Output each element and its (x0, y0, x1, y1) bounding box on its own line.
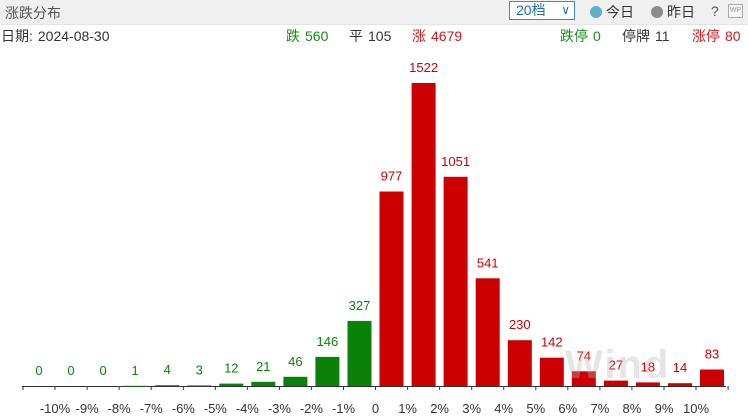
x-tick-label: 0 (372, 401, 379, 416)
chevron-down-icon: ∨ (561, 3, 570, 17)
fall-count: 跌 560 (286, 26, 328, 46)
rise-count: 涨 4679 (412, 26, 462, 46)
bar (379, 191, 404, 386)
x-tick-label: 1% (398, 401, 417, 416)
bar (668, 383, 692, 386)
data-label: 977 (381, 169, 403, 184)
limit-up-label: 涨停 (692, 28, 720, 44)
radio-today-label: 今日 (606, 4, 634, 20)
data-label: 541 (477, 255, 499, 270)
x-tick-label: -1% (332, 401, 356, 416)
limit-down-label: 跌停 (560, 28, 588, 44)
bar (123, 385, 148, 387)
radio-dot-icon (590, 6, 602, 18)
panel-title: 涨跌分布 (5, 5, 61, 21)
bar (507, 340, 532, 386)
x-tick-label: 8% (623, 401, 642, 416)
x-tick-label: 7% (591, 401, 610, 416)
data-label: 83 (705, 347, 719, 362)
rise-value: 4679 (431, 28, 463, 44)
x-tick-label: -9% (76, 401, 100, 416)
suspended-count: 停牌 11 (622, 26, 670, 46)
range-select[interactable]: 20档 ∨ (509, 1, 575, 20)
x-tick-label: 10% (683, 401, 709, 416)
limit-up-count: 涨停 80 (692, 26, 741, 46)
radio-yesterday-label: 昨日 (667, 4, 695, 20)
data-label: 12 (224, 361, 238, 376)
bar (700, 369, 724, 386)
bar (411, 83, 436, 386)
range-select-value: 20档 (516, 2, 546, 18)
bar (283, 376, 308, 386)
bar (571, 371, 596, 386)
data-label: 18 (641, 359, 655, 374)
limit-down-value: 0 (593, 28, 601, 44)
x-tick-label: -6% (172, 401, 196, 416)
title-bar (0, 0, 748, 25)
data-label: 230 (509, 317, 531, 332)
data-label: 327 (349, 298, 371, 313)
flat-value: 105 (368, 28, 392, 44)
x-tick-label: 3% (462, 401, 481, 416)
rise-label: 涨 (412, 28, 426, 44)
data-label: 27 (609, 358, 623, 373)
bar (443, 176, 468, 386)
bar (155, 385, 180, 386)
x-tick-label: -8% (108, 401, 132, 416)
bar (251, 381, 276, 386)
x-tick-label: 5% (526, 401, 545, 416)
radio-dot-icon (651, 6, 663, 18)
data-label: 146 (317, 334, 339, 349)
x-tick-label: 2% (430, 401, 449, 416)
data-label: 0 (35, 363, 42, 378)
radio-today[interactable]: 今日 (590, 3, 634, 21)
fall-value: 560 (305, 28, 329, 44)
x-tick-label: -3% (268, 401, 292, 416)
data-label: 74 (577, 348, 591, 363)
data-label: 3 (196, 362, 203, 377)
bar (603, 380, 628, 386)
x-tick-label: 6% (558, 401, 577, 416)
bar (315, 356, 340, 386)
fall-label: 跌 (286, 28, 300, 44)
wp-icon[interactable]: WP (728, 4, 743, 18)
data-label: 1 (131, 363, 138, 378)
data-label: 21 (256, 359, 270, 374)
bar (475, 278, 500, 386)
x-tick-label: 9% (655, 401, 674, 416)
flat-label: 平 (349, 28, 363, 44)
date-stat: 日期: 2024-08-30 (1, 26, 110, 46)
help-button[interactable]: ? (711, 3, 719, 19)
data-label: 1522 (409, 60, 438, 75)
x-tick-label: -2% (300, 401, 324, 416)
flat-count: 平 105 (349, 26, 391, 46)
date-value: 2024-08-30 (37, 28, 110, 44)
x-tick-label: -7% (140, 401, 164, 416)
limit-up-value: 80 (725, 28, 741, 44)
limit-down-count: 跌停 0 (560, 26, 601, 46)
data-label: 1051 (441, 154, 470, 169)
data-label: 142 (541, 335, 563, 350)
x-tick-label: -4% (236, 401, 260, 416)
wind-watermark: Wind (565, 343, 671, 387)
bar (635, 382, 660, 386)
bar (539, 357, 564, 386)
radio-yesterday[interactable]: 昨日 (651, 3, 695, 21)
bar (347, 320, 372, 386)
data-label: 46 (288, 354, 302, 369)
data-label: 0 (99, 363, 106, 378)
suspended-value: 11 (655, 28, 670, 44)
bar (187, 385, 212, 387)
data-label: 0 (67, 363, 74, 378)
bar (219, 383, 244, 386)
x-tick-label: -10% (40, 401, 71, 416)
x-tick-label: -5% (204, 401, 228, 416)
suspended-label: 停牌 (622, 28, 650, 44)
data-label: 14 (673, 360, 687, 375)
data-label: 4 (164, 362, 171, 377)
date-label: 日期: (1, 28, 33, 44)
x-tick-label: 4% (494, 401, 513, 416)
